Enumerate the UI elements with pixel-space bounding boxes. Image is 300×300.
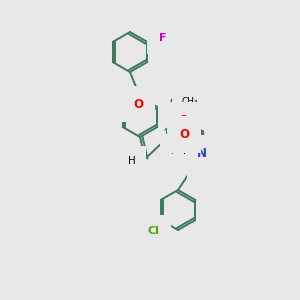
Text: N: N	[171, 146, 180, 155]
Text: F: F	[159, 33, 166, 43]
Text: O: O	[133, 98, 143, 110]
Text: O: O	[179, 128, 189, 141]
Text: O: O	[199, 160, 209, 172]
Text: H: H	[128, 156, 136, 166]
Text: Cl: Cl	[148, 226, 160, 236]
Text: O: O	[179, 114, 189, 127]
Text: O: O	[169, 95, 179, 109]
Text: CH₃: CH₃	[181, 98, 198, 106]
Text: H: H	[183, 146, 191, 155]
Text: N: N	[197, 147, 207, 160]
